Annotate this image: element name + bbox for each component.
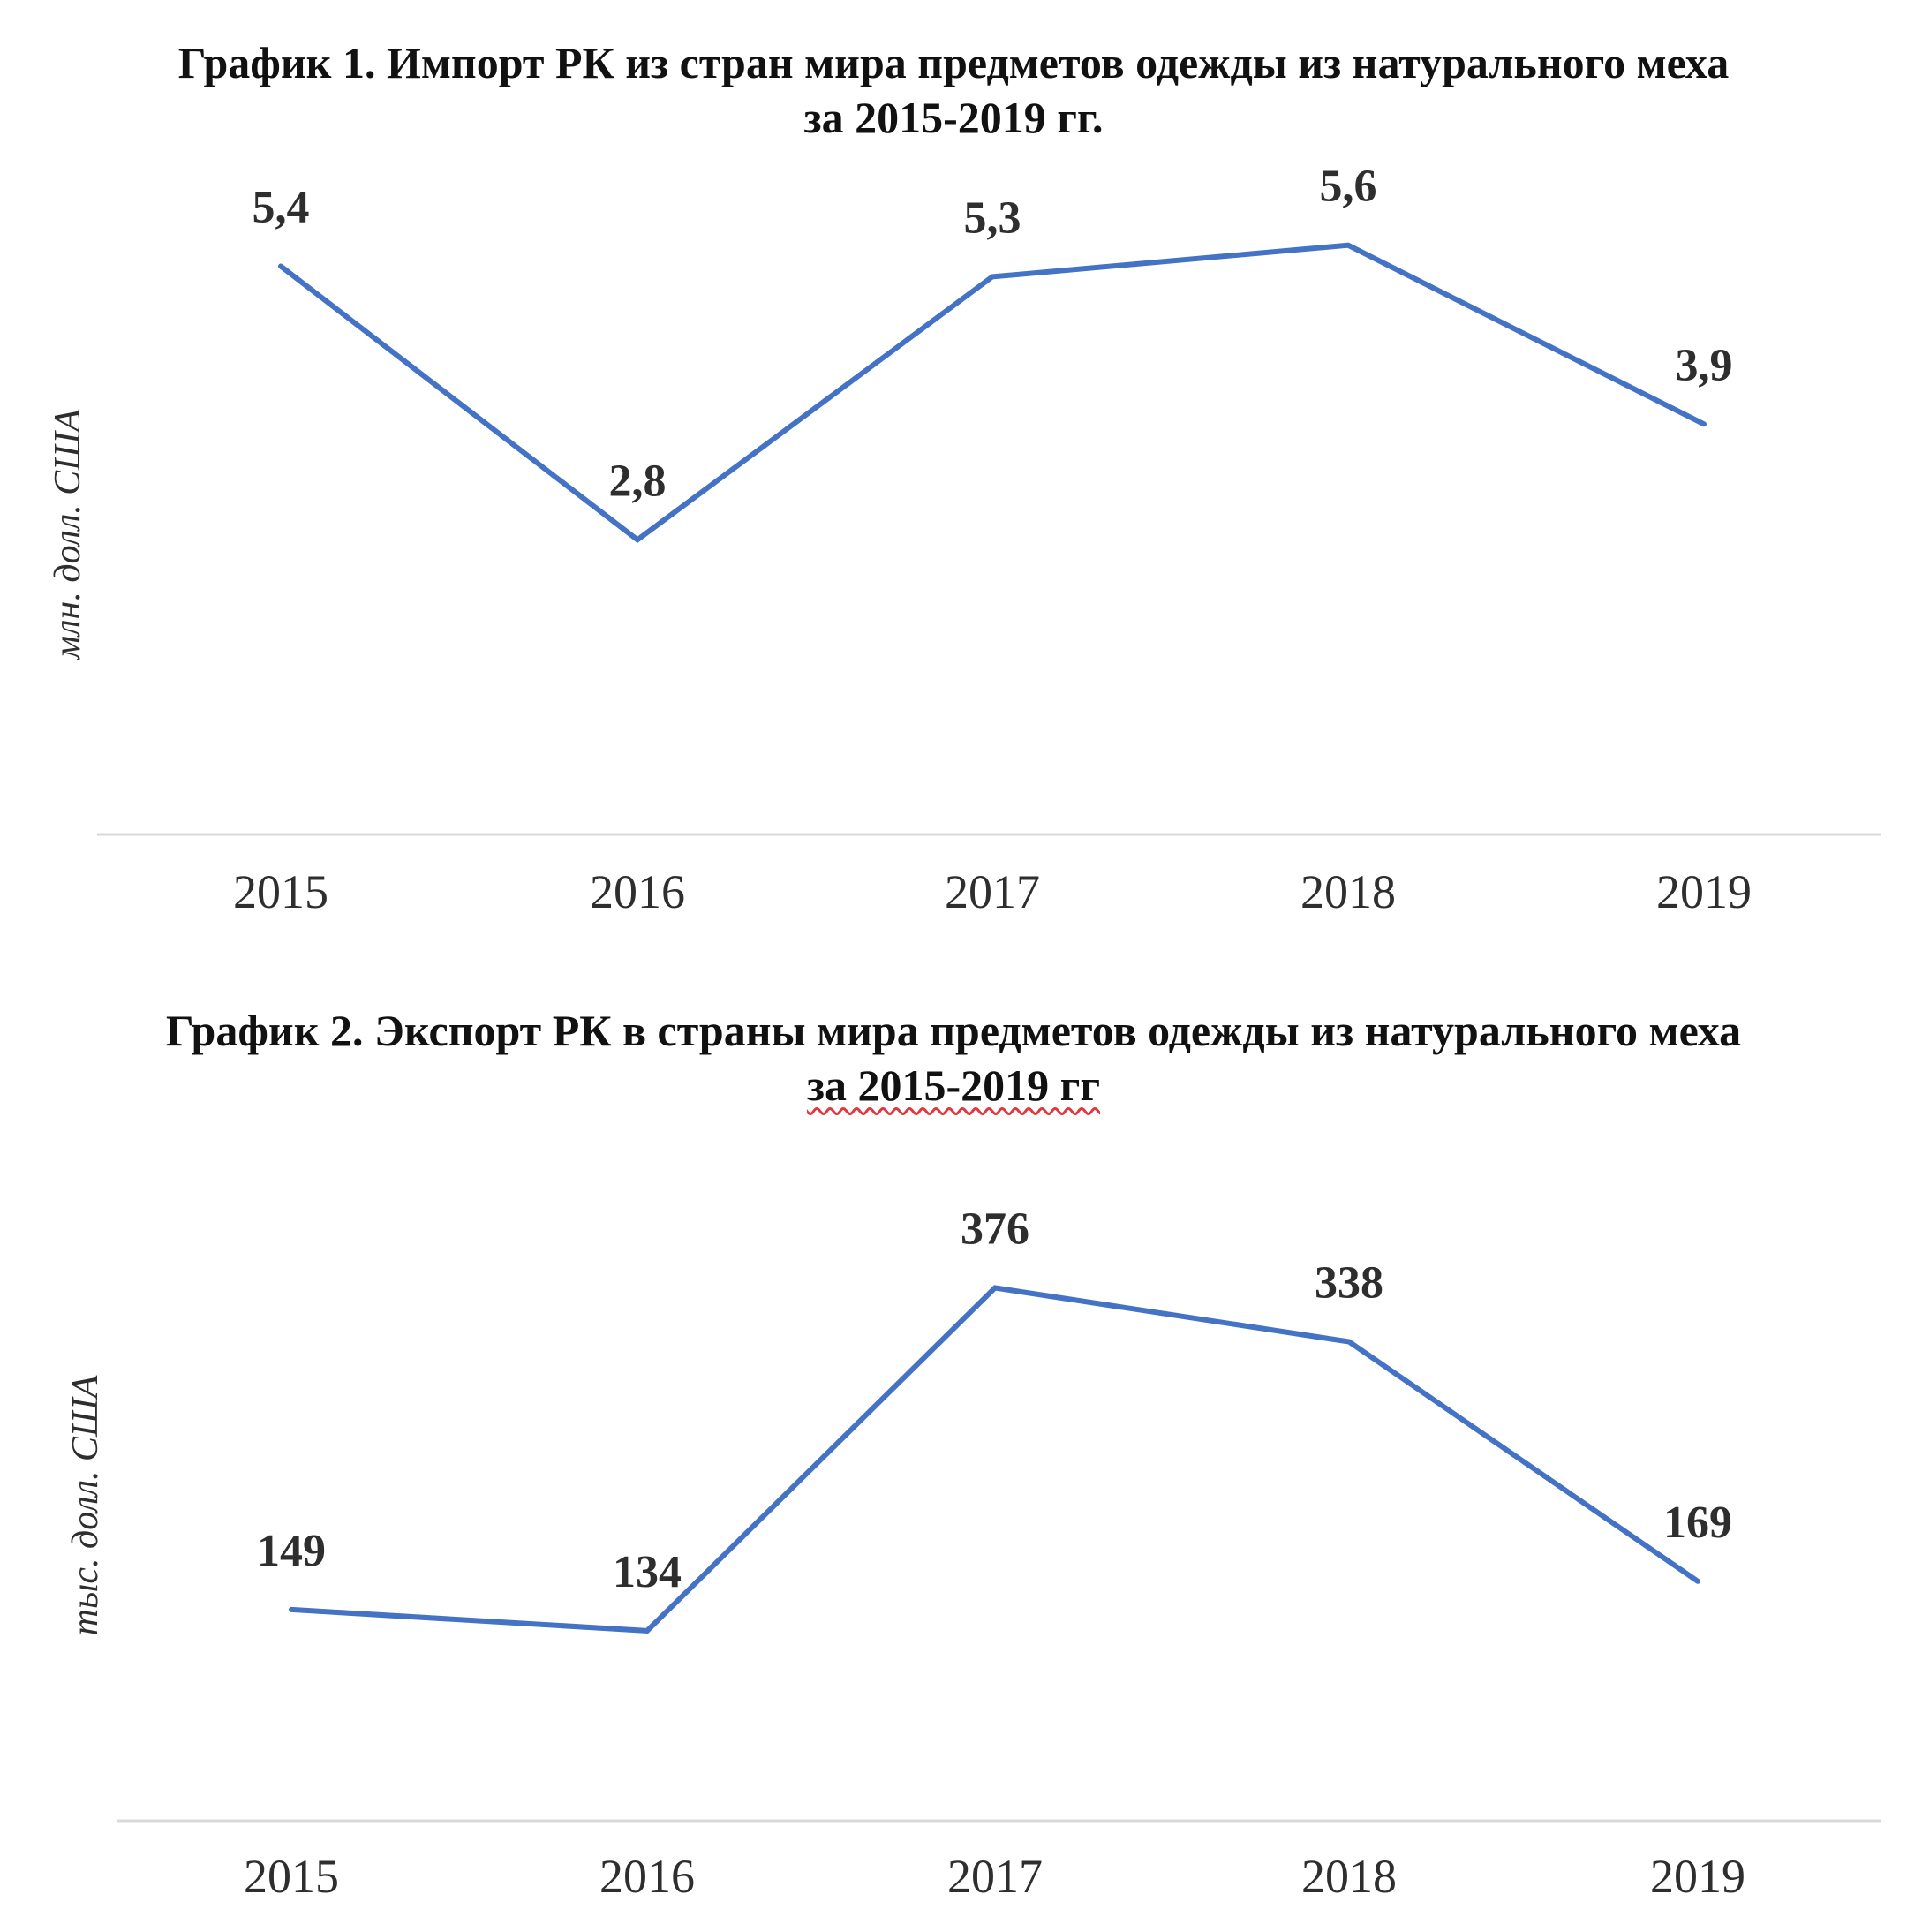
x-tick-label: 2018 xyxy=(1301,1850,1397,1903)
y-axis-label: млн. долл. США xyxy=(48,409,88,661)
import-chart-subtitle-line: за 2015-2019 гг. xyxy=(803,93,1104,142)
data-label: 169 xyxy=(1663,1498,1732,1548)
data-label: 2,8 xyxy=(609,456,667,506)
export-chart-subtitle-text: за 2015-2019 гг xyxy=(806,1060,1101,1110)
export-chart-title: График 2. Экспорт РК в страны мира предм… xyxy=(0,1003,1907,1113)
data-label: 5,4 xyxy=(253,183,310,233)
data-label: 5,6 xyxy=(1320,162,1377,212)
import-chart-title-line: График 1. Импорт РК из стран мира предме… xyxy=(177,38,1730,87)
x-tick-label: 2015 xyxy=(233,865,328,918)
x-tick-label: 2019 xyxy=(1656,865,1752,918)
data-label: 3,9 xyxy=(1676,340,1733,390)
x-tick-label: 2016 xyxy=(590,865,685,918)
x-tick-label: 2016 xyxy=(599,1850,695,1903)
import-chart: График 1. Импорт РК из стран мира предме… xyxy=(0,0,1907,954)
data-label: 5,3 xyxy=(964,192,1021,243)
series-line xyxy=(278,242,1707,544)
y-axis-label: тыс. долл. США xyxy=(65,1375,106,1635)
x-tick-label: 2015 xyxy=(244,1850,339,1903)
import-chart-title: График 1. Импорт РК из стран мира предме… xyxy=(0,35,1907,145)
data-label: 149 xyxy=(257,1526,326,1576)
x-tick-label: 2018 xyxy=(1300,865,1396,918)
export-chart-subtitle-line: за 2015-2019 гг xyxy=(0,1058,1907,1113)
export-chart-title-line: График 2. Экспорт РК в страны мира предм… xyxy=(165,1006,1742,1055)
x-tick-label: 2019 xyxy=(1650,1850,1745,1903)
x-tick-label: 2017 xyxy=(947,1850,1043,1903)
export-chart-plot: тыс. долл. США 2015 2016 2017 2018 2019 149 134… xyxy=(65,1204,1881,1903)
export-chart: График 2. Экспорт РК в страны мира предм… xyxy=(0,971,1907,1932)
data-label: 134 xyxy=(613,1547,682,1597)
series-line xyxy=(289,1285,1700,1634)
x-tick-label: 2017 xyxy=(945,865,1040,918)
import-chart-plot: млн. долл. США 2015 2016 2017 2018 2019 5,4 2,8… xyxy=(48,162,1881,918)
data-label: 376 xyxy=(961,1204,1029,1255)
data-label: 338 xyxy=(1315,1258,1383,1309)
